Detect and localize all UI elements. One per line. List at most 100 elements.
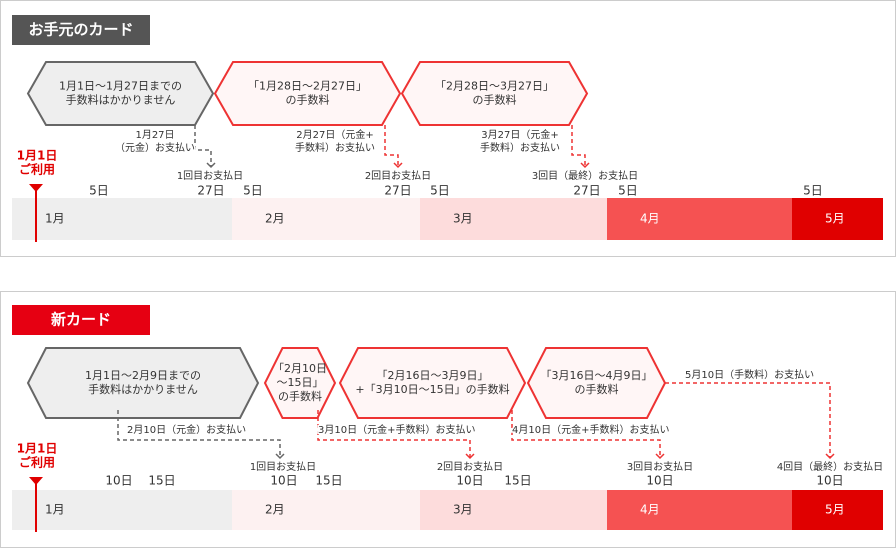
month-cell (792, 490, 883, 530)
payment-note: 5月10日（手数料）お支払い (685, 368, 814, 381)
day-label: 10日 (816, 474, 843, 488)
day-label: 5日 (243, 184, 263, 198)
period-arrow (263, 347, 337, 419)
payment-note: 3月27日（元金+ (481, 128, 558, 141)
period-text: 1月1日〜1月27日までの (59, 80, 182, 93)
payment-day: 2回目お支払日 (437, 460, 503, 473)
month-label: 2月 (265, 212, 285, 226)
payment-note: 3月27日（元金+ (481, 128, 558, 141)
payment-note: 2月27日（元金+ (296, 128, 373, 141)
day-label: 15日 (148, 474, 175, 488)
payment-day: 3回目（最終）お支払日 (532, 169, 638, 182)
period-text: 1月1日〜2月9日までの (85, 369, 201, 382)
period-arrow (26, 347, 260, 419)
arrow-head (275, 453, 285, 460)
day-label: 15日 (504, 474, 531, 488)
payment-note: 2月10日（元金）お支払い (127, 423, 246, 436)
payment-connector (194, 125, 212, 167)
month-cell (232, 490, 420, 530)
arrow-head (393, 162, 403, 169)
payment-note: 手数料）お支払い (480, 141, 560, 154)
period-text: 〜15日」 (277, 376, 324, 389)
use-label: ご利用 (19, 162, 55, 177)
payment-day: 1回目お支払日 (177, 169, 243, 182)
payment-note: 3月10日（元金+手数料）お支払い (318, 423, 475, 436)
period-text: 「2月10日 (273, 362, 327, 375)
period-arrow (26, 61, 215, 126)
payment-note: 手数料）お支払い (295, 141, 375, 154)
period-text: 手数料はかかりません (88, 382, 198, 396)
month-label: 1月 (45, 503, 65, 517)
use-label: 1月1日 (17, 442, 58, 456)
day-label: 15日 (315, 474, 342, 488)
period-text: 「1月28日〜2月27日」 (248, 80, 367, 93)
arrow-head (465, 453, 475, 460)
payment-note: 2月27日（元金+ (296, 128, 373, 141)
day-label: 27日 (573, 184, 600, 198)
arrow-head (206, 162, 216, 169)
day-label: 5日 (803, 184, 823, 198)
use-label: 1月1日 (17, 149, 58, 163)
payment-connector (384, 125, 399, 167)
payment-connector (511, 410, 661, 458)
day-label: 27日 (384, 184, 411, 198)
payment-day: 4回目（最終）お支払日 (777, 460, 883, 473)
payment-note: 4月10日（元金+手数料）お支払い (512, 423, 669, 436)
day-label: 10日 (270, 474, 297, 488)
payment-connector (571, 125, 586, 167)
day-label: 10日 (105, 474, 132, 488)
day-label: 10日 (456, 474, 483, 488)
arrow-head (655, 453, 665, 460)
month-cell (607, 490, 792, 530)
panel-title: お手元のカード (28, 21, 133, 39)
month-cell (420, 490, 607, 530)
day-label: 10日 (646, 474, 673, 488)
month-cell (420, 198, 607, 240)
month-label: 3月 (453, 212, 473, 226)
payment-note: 5月10日（手数料）お支払い (685, 368, 814, 381)
use-label: ご利用 (19, 455, 55, 470)
panel-title: 新カード (51, 311, 111, 329)
period-text: 「3月16日〜4月9日」 (541, 369, 653, 382)
period-text: 「2月28日〜3月27日」 (435, 80, 554, 93)
month-cell (12, 198, 232, 240)
month-cell (232, 198, 420, 240)
payment-note: 1月27日 (135, 129, 174, 141)
payment-note: （元金）お支払い (115, 141, 195, 154)
month-label: 2月 (265, 503, 285, 517)
period-text: の手数料 (473, 93, 517, 107)
payment-connector (317, 410, 471, 458)
payment-note: 2月10日（元金）お支払い (127, 423, 246, 436)
use-marker (29, 184, 43, 192)
payment-connector (665, 382, 831, 458)
title-badge (12, 305, 150, 335)
day-label: 27日 (197, 184, 224, 198)
day-label: 5日 (89, 184, 109, 198)
arrow-head (580, 162, 590, 169)
payment-day: 1回目お支払日 (250, 460, 316, 473)
period-arrow (400, 61, 589, 126)
payment-note: 4月10日（元金+手数料）お支払い (512, 423, 669, 436)
month-label: 5月 (825, 212, 845, 226)
title-badge (12, 15, 150, 45)
payment-note: 1月27日 (135, 129, 174, 141)
day-label: 5日 (430, 184, 450, 198)
month-label: 4月 (640, 503, 660, 517)
period-arrow (338, 347, 527, 419)
period-text: の手数料 (278, 389, 322, 403)
month-label: 4月 (640, 212, 660, 226)
payment-note: 3月10日（元金+手数料）お支払い (318, 423, 475, 436)
month-cell (607, 198, 792, 240)
month-label: 1月 (45, 212, 65, 226)
arrow-head (825, 453, 835, 460)
period-text: 「2月16日〜3月9日」 (377, 369, 489, 382)
period-text: 手数料はかかりません (66, 93, 176, 107)
month-label: 5月 (825, 503, 845, 517)
payment-day: 2回目お支払日 (365, 169, 431, 182)
payment-note: 手数料）お支払い (295, 141, 375, 154)
month-cell (792, 198, 883, 240)
period-text: の手数料 (575, 382, 619, 396)
payment-day: 3回目お支払日 (627, 460, 693, 473)
payment-note: 手数料）お支払い (480, 141, 560, 154)
